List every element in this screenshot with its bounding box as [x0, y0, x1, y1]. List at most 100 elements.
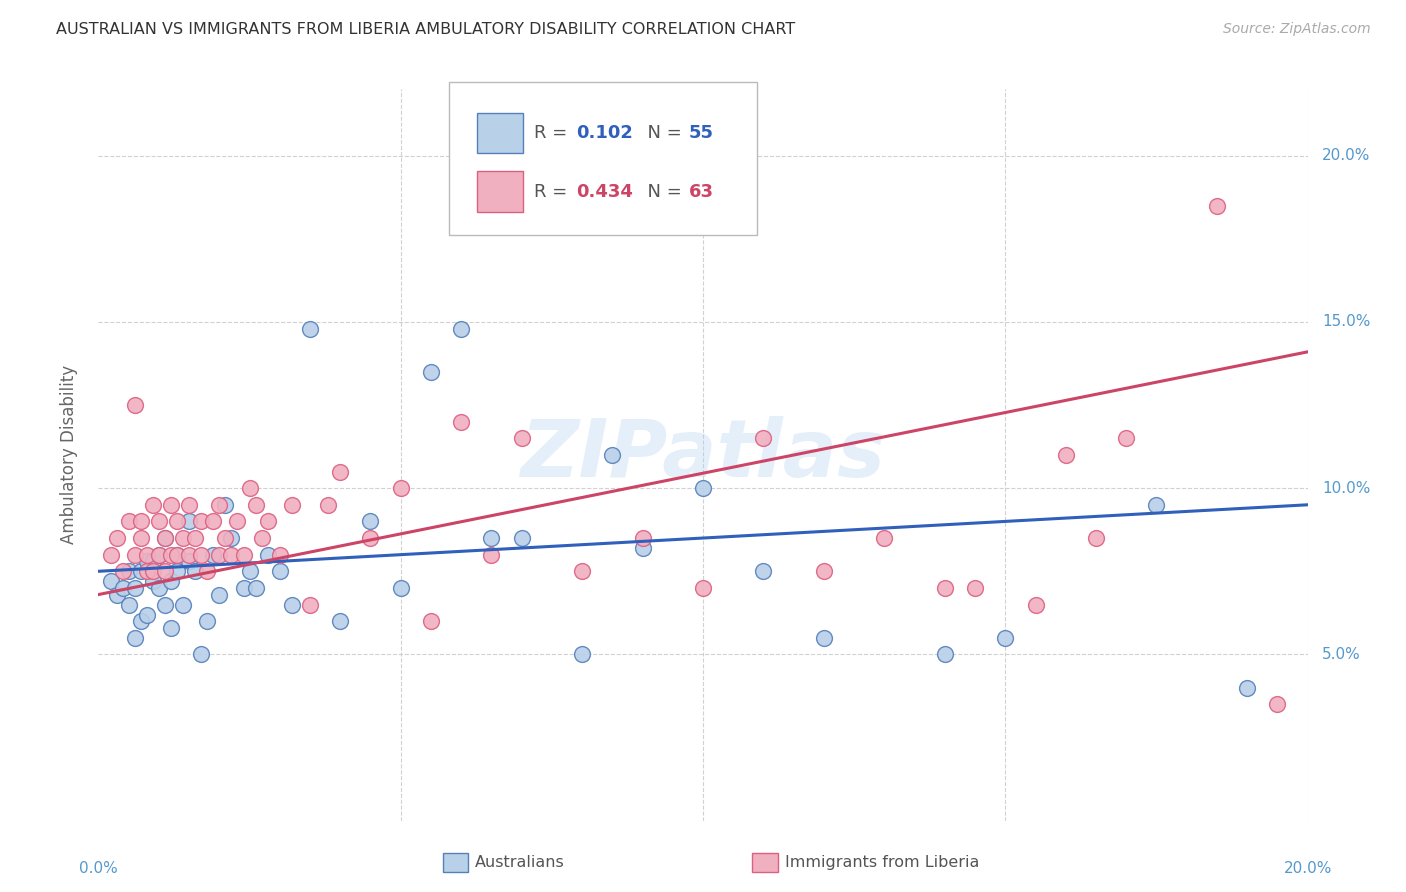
Point	[166, 548, 188, 562]
Point	[873, 531, 896, 545]
Point	[1206, 198, 1229, 212]
Point	[118, 564, 141, 578]
Point	[329, 614, 352, 628]
Point	[316, 498, 339, 512]
Point	[226, 515, 249, 529]
Point	[692, 581, 714, 595]
Point	[602, 448, 624, 462]
Point	[450, 321, 472, 335]
Point	[1054, 448, 1077, 462]
Point	[208, 588, 231, 602]
Point	[135, 564, 157, 578]
Point	[934, 648, 956, 662]
Point	[160, 498, 183, 512]
Point	[269, 548, 291, 562]
Point	[232, 581, 254, 595]
Point	[111, 581, 134, 595]
Point	[299, 598, 322, 612]
Point	[118, 598, 141, 612]
Point	[510, 531, 533, 545]
Text: Immigrants from Liberia: Immigrants from Liberia	[785, 855, 979, 870]
Point	[135, 607, 157, 622]
Text: 63: 63	[689, 183, 713, 201]
Point	[184, 531, 207, 545]
Point	[420, 614, 443, 628]
Point	[166, 515, 188, 529]
Point	[813, 564, 835, 578]
Y-axis label: Ambulatory Disability: Ambulatory Disability	[59, 366, 77, 544]
Point	[481, 531, 503, 545]
Point	[692, 481, 714, 495]
Point	[329, 465, 352, 479]
Point	[250, 531, 273, 545]
Point	[360, 515, 382, 529]
Point	[360, 531, 382, 545]
Text: ZIPatlas: ZIPatlas	[520, 416, 886, 494]
Point	[129, 614, 152, 628]
Point	[190, 648, 212, 662]
Point	[389, 481, 412, 495]
Point	[142, 554, 165, 568]
Point	[1024, 598, 1046, 612]
Point	[571, 564, 593, 578]
Point	[184, 564, 207, 578]
Point	[179, 548, 201, 562]
FancyBboxPatch shape	[449, 82, 758, 235]
Point	[965, 581, 987, 595]
Point	[166, 564, 188, 578]
Point	[1267, 698, 1289, 712]
Point	[232, 548, 254, 562]
Point	[179, 515, 201, 529]
Text: N =: N =	[637, 183, 688, 201]
Point	[281, 598, 304, 612]
Text: Source: ZipAtlas.com: Source: ZipAtlas.com	[1223, 22, 1371, 37]
Point	[195, 564, 218, 578]
Point	[160, 548, 183, 562]
Point	[256, 515, 278, 529]
Text: 20.0%: 20.0%	[1322, 148, 1371, 163]
Point	[389, 581, 412, 595]
Point	[160, 621, 183, 635]
Point	[100, 574, 122, 589]
Point	[208, 498, 231, 512]
Point	[166, 548, 188, 562]
Point	[239, 564, 262, 578]
Point	[1085, 531, 1108, 545]
Text: AUSTRALIAN VS IMMIGRANTS FROM LIBERIA AMBULATORY DISABILITY CORRELATION CHART: AUSTRALIAN VS IMMIGRANTS FROM LIBERIA AM…	[56, 22, 796, 37]
Point	[281, 498, 304, 512]
Point	[105, 531, 128, 545]
Point	[142, 498, 165, 512]
Point	[208, 548, 231, 562]
Point	[1115, 431, 1137, 445]
Point	[153, 531, 176, 545]
Point	[100, 548, 122, 562]
Point	[245, 498, 267, 512]
Point	[148, 548, 170, 562]
Point	[214, 531, 236, 545]
Text: 0.102: 0.102	[576, 124, 633, 142]
Point	[148, 548, 170, 562]
Point	[142, 564, 165, 578]
Point	[135, 554, 157, 568]
Point	[190, 515, 212, 529]
Point	[148, 515, 170, 529]
Text: 55: 55	[689, 124, 713, 142]
Point	[510, 431, 533, 445]
Point	[118, 515, 141, 529]
Text: R =: R =	[534, 124, 572, 142]
Point	[299, 321, 322, 335]
Point	[481, 548, 503, 562]
Point	[239, 481, 262, 495]
Point	[124, 631, 146, 645]
Point	[179, 498, 201, 512]
Text: 10.0%: 10.0%	[1322, 481, 1371, 496]
Text: Australians: Australians	[475, 855, 565, 870]
Point	[571, 648, 593, 662]
Point	[105, 588, 128, 602]
Point	[221, 531, 243, 545]
Point	[1146, 498, 1168, 512]
Point	[190, 548, 212, 562]
Text: 5.0%: 5.0%	[1322, 647, 1361, 662]
Point	[256, 548, 278, 562]
Point	[142, 574, 165, 589]
